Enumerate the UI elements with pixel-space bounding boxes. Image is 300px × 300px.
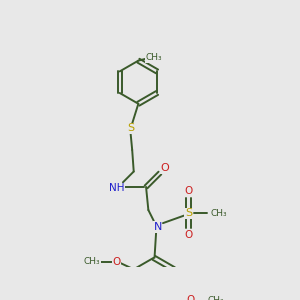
Text: N: N — [153, 222, 162, 232]
Text: O: O — [160, 164, 169, 173]
Text: S: S — [127, 123, 134, 134]
Text: CH₃: CH₃ — [210, 208, 227, 217]
Text: O: O — [187, 295, 195, 300]
Text: S: S — [185, 208, 192, 218]
Text: O: O — [184, 186, 193, 196]
Text: O: O — [184, 230, 193, 240]
Text: O: O — [113, 256, 121, 267]
Text: NH: NH — [109, 184, 124, 194]
Text: CH₃: CH₃ — [207, 296, 224, 300]
Text: CH₃: CH₃ — [146, 53, 162, 62]
Text: CH₃: CH₃ — [84, 257, 101, 266]
